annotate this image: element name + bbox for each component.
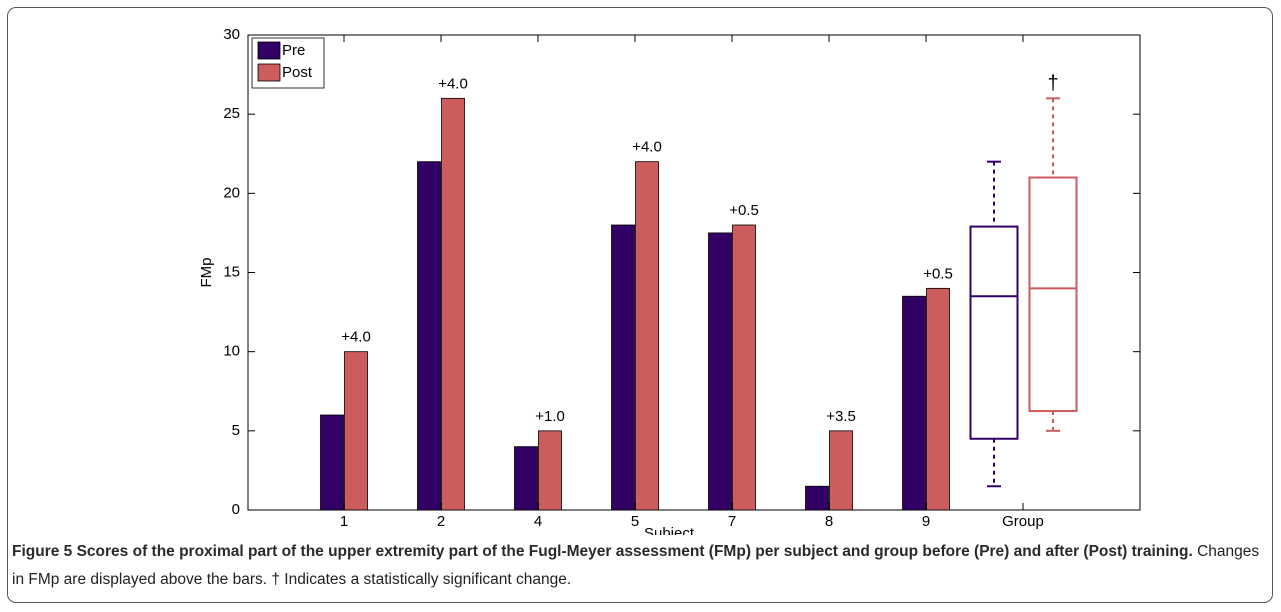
change-label: +0.5 [729,202,759,219]
bar [732,224,756,511]
y-tick-label: 15 [223,263,240,280]
bar [902,295,926,511]
y-tick-label: 25 [223,105,240,122]
bar [635,161,659,511]
box [1028,176,1078,413]
x-tick-label: 1 [340,513,348,530]
y-axis-label: FMp [198,258,215,288]
bar [829,430,853,511]
bar [538,430,562,511]
y-tick-label: 30 [223,26,240,43]
caption-title: Figure 5 Scores of the proximal part of … [12,543,1193,560]
x-tick-label: 8 [825,513,833,530]
x-tick-label: 2 [437,513,445,530]
box [969,225,1019,440]
bar [514,446,538,511]
y-tick-label: 20 [223,184,240,201]
y-tick-label: 10 [223,343,240,360]
bar [441,97,465,511]
bar [611,224,635,511]
change-label: +0.5 [923,265,953,282]
change-label: +4.0 [341,329,371,346]
figure-frame [7,7,1273,603]
bar [805,485,829,511]
caption: Figure 5 Scores of the proximal part of … [12,538,1267,594]
change-label: † [1047,73,1058,95]
bar [926,287,950,511]
bar [344,351,368,511]
x-tick-label: 4 [534,513,542,530]
chart: 0 5 10 15 20 25 30 FMp Subject 1 2 4 5 7 8 9 Group +4.0 +4… [198,26,1141,535]
legend-swatch [257,41,281,60]
change-label: +1.0 [535,408,565,425]
bar [417,161,441,511]
y-tick-label: 0 [232,501,240,518]
x-tick-label: Group [1002,513,1044,530]
x-tick-label: 5 [631,513,639,530]
legend-label: Post [282,64,313,81]
bar [708,232,732,511]
x-axis-label: Subject [644,525,695,535]
caption-text: Changes in FMp are displayed above the b… [12,543,1260,588]
y-tick-label: 5 [232,422,240,439]
change-label: +3.5 [826,408,856,425]
legend-label: Pre [282,42,305,59]
x-tick-label: 9 [922,513,930,530]
legend-swatch [257,63,281,82]
change-label: +4.0 [438,75,468,92]
change-label: +4.0 [632,139,662,156]
x-tick-label: 7 [728,513,736,530]
bar [320,414,344,511]
